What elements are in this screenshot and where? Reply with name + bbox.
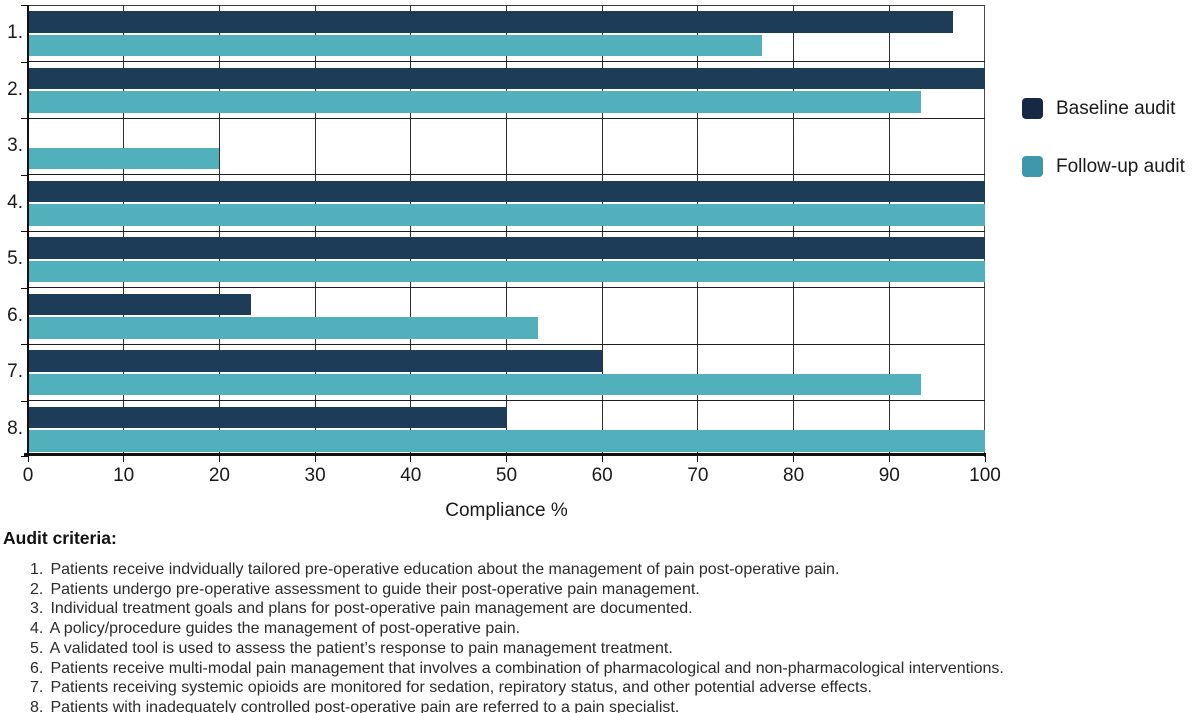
criteria-item: 5. A validated tool is used to assess th… [30, 639, 673, 658]
criteria-item-number: 2. [30, 580, 44, 598]
criteria-item: 7. Patients receiving systemic opioids a… [30, 678, 872, 697]
criteria-item-text: Patients receiving systemic opioids are … [50, 679, 872, 697]
y-axis-label: 6. [7, 304, 23, 326]
y-boundary-tick [21, 231, 28, 232]
x-axis-title: Compliance % [445, 500, 568, 521]
criteria-item-number: 5. [30, 639, 44, 657]
x-axis: 0 10 20 30 40 50 60 70 80 90 100 [23, 456, 1001, 496]
x-tick-label: 20 [208, 465, 230, 486]
criteria-item-text: Patients with inadequately controlled po… [50, 698, 680, 713]
followup-swatch-icon [1022, 156, 1043, 177]
bar-followup-4 [28, 204, 985, 226]
bar-baseline-2 [28, 67, 985, 89]
x-tick [984, 456, 986, 462]
y-axis-label: 4. [7, 191, 23, 213]
bar-followup-1 [28, 34, 763, 56]
y-boundary-tick [21, 5, 28, 6]
x-tick-label: 10 [113, 465, 135, 486]
bar-followup-3 [28, 147, 220, 169]
criteria-item-number: 4. [30, 620, 44, 638]
plot-area [28, 5, 985, 457]
y-axis-label: 3. [7, 135, 23, 157]
x-tick-label: 40 [400, 465, 422, 486]
x-tick-label: 50 [495, 465, 518, 486]
x-tick [410, 456, 412, 462]
legend-label-baseline: Baseline audit [1056, 98, 1176, 119]
criteria-item-number: 1. [30, 561, 44, 578]
x-tick-label: 30 [304, 465, 326, 486]
y-axis-label: 8. [7, 417, 23, 439]
bar-followup-6 [28, 317, 539, 339]
criteria-item-number: 8. [30, 698, 44, 713]
criteria-item-number: 7. [30, 679, 44, 697]
y-axis-labels: 1. 2. 3. 4. 5. 6. 7. 8. [0, 5, 23, 457]
x-tick-label: 100 [969, 465, 1001, 486]
x-tick-label: 0 [22, 465, 34, 486]
y-boundary-tick [21, 174, 28, 176]
bar-baseline-4 [28, 180, 985, 202]
x-tick [601, 456, 603, 462]
x-tick [888, 456, 890, 462]
criteria-item: 1. Patients receive indvidually tailored… [30, 560, 839, 579]
x-tick [218, 456, 220, 462]
y-boundary-tick [21, 118, 28, 119]
x-tick-label: 80 [783, 465, 805, 486]
bar-followup-7 [28, 373, 921, 395]
y-boundary-tick [21, 400, 28, 402]
criteria-item: 3. Individual treatment goals and plans … [30, 599, 693, 618]
y-axis-label: 5. [7, 248, 23, 270]
criteria-item-text: A validated tool is used to assess the p… [49, 639, 673, 657]
y-boundary-tick [21, 61, 28, 63]
baseline-swatch-icon [1022, 98, 1043, 119]
x-tick-label: 60 [591, 465, 613, 486]
criteria-item-number: 3. [30, 600, 44, 618]
legend-label-followup: Follow-up audit [1056, 156, 1185, 177]
criteria-item: 6. Patients receive multi-modal pain man… [30, 659, 1004, 678]
criteria-item-text: Individual treatment goals and plans for… [50, 600, 693, 618]
x-tick-label: 70 [687, 465, 709, 486]
y-axis-label: 1. [7, 22, 23, 44]
x-tick [123, 456, 125, 462]
bar-baseline-8 [28, 406, 507, 428]
criteria-item: 2. Patients undergo pre-operative assess… [30, 580, 700, 599]
x-tick [27, 456, 29, 462]
group-separator [28, 287, 985, 288]
criteria-item-text: Patients undergo pre-operative assessmen… [50, 580, 700, 598]
bar-baseline-1 [28, 11, 954, 33]
criteria-item: 4. A policy/procedure guides the managem… [30, 619, 520, 638]
bar-baseline-7 [28, 350, 603, 372]
group-separator [28, 400, 985, 401]
y-axis-label: 2. [7, 78, 23, 100]
x-tick [506, 456, 507, 462]
x-tick [314, 456, 316, 462]
group-separator [28, 117, 985, 119]
y-axis-label: 7. [7, 361, 23, 383]
bar-baseline-5 [28, 237, 985, 259]
y-boundary-tick [21, 456, 28, 457]
x-axis-line [24, 453, 986, 456]
group-separator [28, 343, 985, 345]
legend: Baseline audit Follow-up audit [1022, 98, 1200, 188]
criteria-item: 8. Patients with inadequately controlled… [30, 698, 679, 713]
group-separator [28, 174, 985, 175]
x-tick [697, 456, 699, 462]
bar-followup-2 [28, 91, 921, 113]
group-separator [28, 230, 985, 232]
criteria-item-text: Patients receive indvidually tailored pr… [50, 561, 840, 578]
y-boundary-tick [21, 344, 28, 345]
bar-followup-8 [28, 430, 985, 452]
bar-followup-5 [28, 260, 985, 282]
criteria-item-text: A policy/procedure guides the management… [49, 620, 521, 638]
group-separator [28, 61, 985, 62]
x-tick-label: 90 [878, 465, 900, 486]
criteria-heading: Audit criteria: [3, 528, 117, 548]
x-tick [793, 456, 795, 462]
y-axis-ticks [21, 5, 28, 458]
bar-baseline-6 [28, 293, 251, 315]
criteria-item-text: Patients receive multi-modal pain manage… [50, 659, 1004, 677]
criteria-item-number: 6. [30, 659, 44, 677]
y-boundary-tick [21, 287, 28, 289]
